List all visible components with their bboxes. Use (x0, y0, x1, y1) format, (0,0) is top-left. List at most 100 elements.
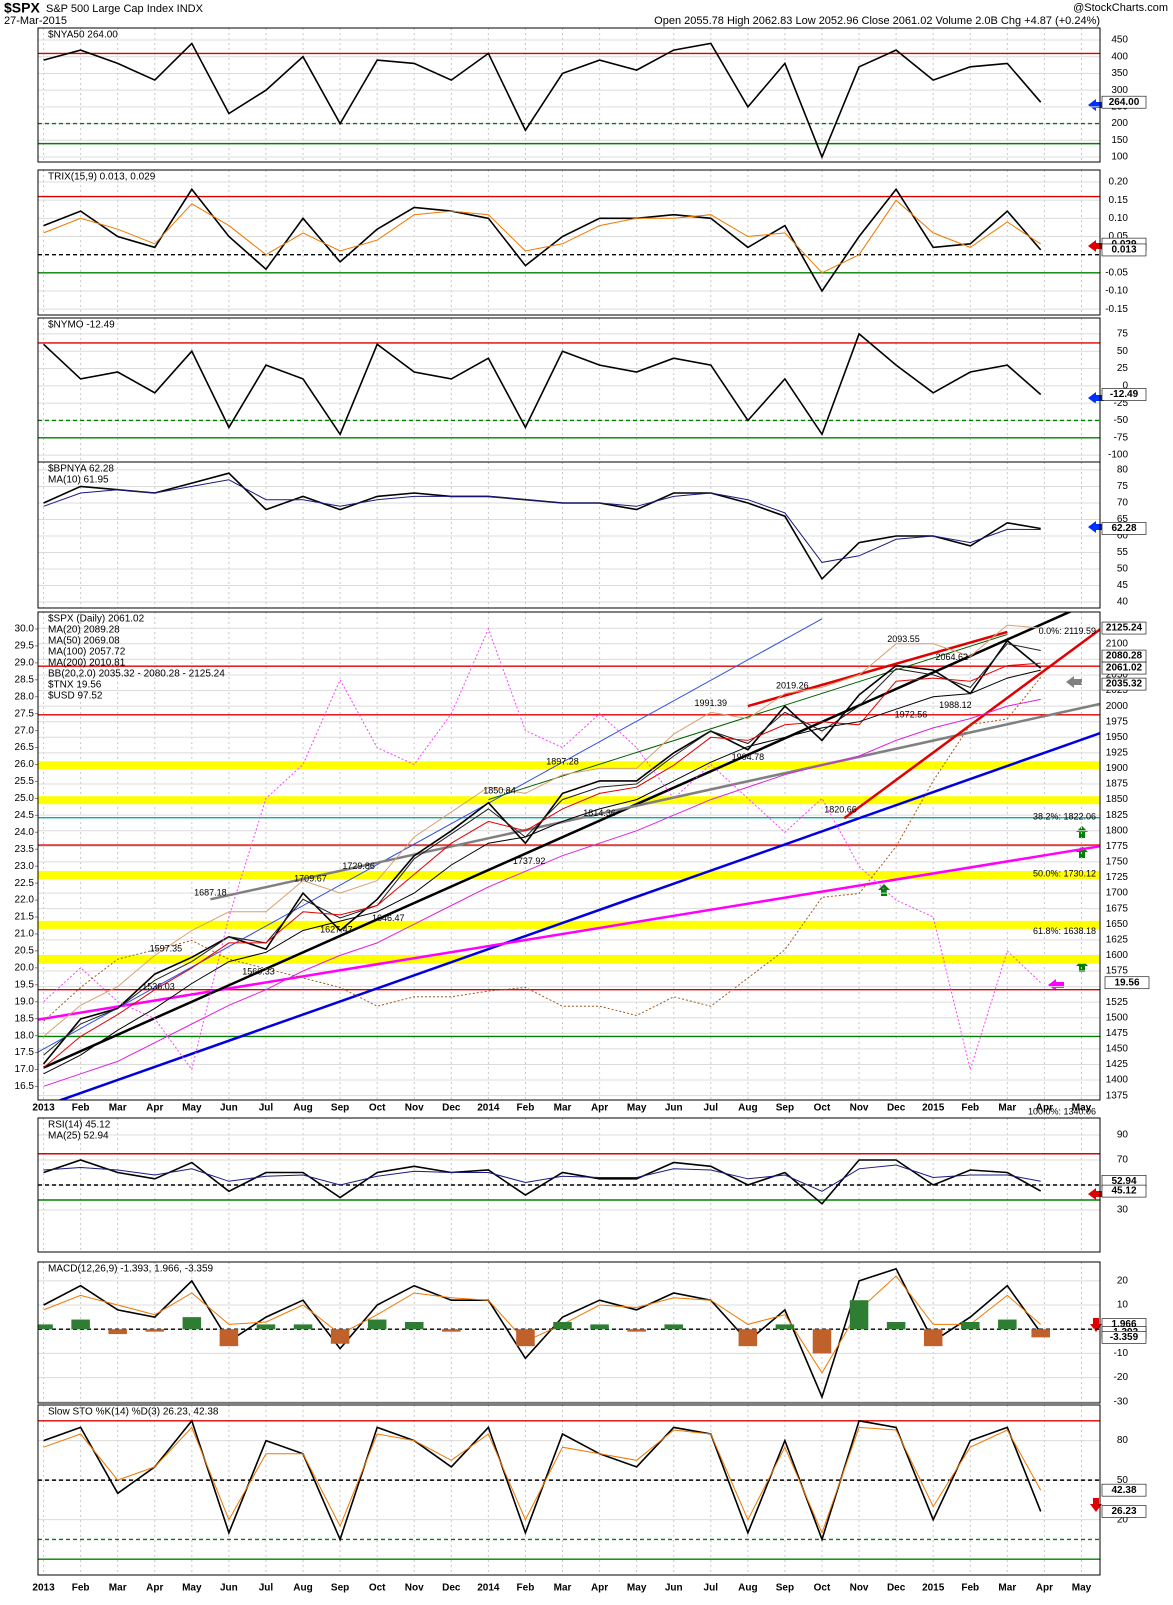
arrow (1048, 979, 1064, 991)
y-tick-label: 200 (1111, 118, 1128, 129)
y2-tick-label: 20.5 (15, 946, 35, 957)
x-tick-label: Feb (961, 1103, 979, 1114)
price-annotation: 2093.55 (887, 634, 920, 644)
legend-entry: MA(50) 2069.08 (48, 636, 120, 647)
histogram-bar (590, 1324, 609, 1330)
histogram-bar (71, 1319, 90, 1330)
series-line (43, 479, 1041, 563)
legend-entry: MA(20) 2089.28 (48, 625, 120, 636)
symbol: $SPX (4, 0, 40, 16)
panel-legend: $NYA50 264.00 (48, 30, 118, 41)
x-tick-label: Jul (259, 1103, 274, 1114)
x-tick-label: Jul (704, 1103, 719, 1114)
y2-tick-label: 16.5 (15, 1081, 35, 1092)
x-tick-label: Jul (259, 1583, 274, 1594)
y-tick-label: 2050 (1106, 670, 1129, 681)
y-tick-label: -50 (1114, 415, 1129, 426)
y-tick-label: 2100 (1106, 638, 1129, 649)
y-tick-label: 20 (1117, 1276, 1129, 1287)
x-tick-label: Dec (442, 1103, 461, 1114)
y-tick-label: -25 (1114, 398, 1129, 409)
x-tick-label: Aug (738, 1583, 757, 1594)
y2-tick-label: 24.0 (15, 827, 35, 838)
histogram-bar (960, 1321, 980, 1330)
x-tick-label: Sep (776, 1103, 794, 1114)
level-band (38, 761, 1100, 770)
price-annotation: 1560.33 (242, 967, 275, 977)
y-tick-label: 2000 (1106, 701, 1129, 712)
x-tick-label: Sep (331, 1583, 349, 1594)
value-box (1101, 1483, 1147, 1497)
histogram-bar (182, 1317, 202, 1330)
y-tick-label: 1925 (1106, 747, 1129, 758)
y-tick-label: 2025 (1106, 685, 1129, 696)
source: @StockCharts.com (1073, 2, 1168, 14)
y2-tick-label: 20.0 (15, 962, 35, 973)
trend-line (210, 702, 1100, 901)
value-box (1101, 1184, 1147, 1198)
value-box (1101, 1505, 1147, 1518)
y-tick-label: 50 (1117, 346, 1129, 357)
histogram-bar (219, 1329, 239, 1347)
x-tick-label: Dec (887, 1103, 906, 1114)
series-line (43, 1275, 1042, 1374)
legend-entry: BB(20,2.0) 2035.32 - 2080.28 - 2125.24 (48, 669, 225, 680)
x-tick-label: 2014 (477, 1583, 500, 1594)
histogram-bar (108, 1329, 127, 1335)
y-tick-label: 55 (1117, 547, 1129, 558)
x-tick-label: Apr (146, 1103, 163, 1114)
value-box-label: 2035.32 (1106, 679, 1143, 690)
x-tick-label: Jun (665, 1103, 683, 1114)
x-tick-label: Mar (554, 1583, 572, 1594)
price-annotation: 1904.78 (732, 752, 765, 762)
y2-tick-label: 22.0 (15, 895, 35, 906)
y-tick-label: 50 (1117, 1475, 1129, 1486)
histogram-bar (664, 1324, 683, 1330)
series-line (43, 624, 1041, 1037)
y-tick-label: 1950 (1106, 732, 1129, 743)
series-line (43, 643, 1041, 1056)
y-tick-label: 1875 (1106, 779, 1129, 790)
y2-tick-label: 22.5 (15, 878, 35, 889)
x-tick-label: Mar (554, 1103, 572, 1114)
index-name: S&P 500 Large Cap Index INDX (46, 3, 204, 15)
price-annotation: 1897.28 (546, 757, 579, 767)
fib-label: 61.8%: 1638.18 (1033, 926, 1096, 936)
y-tick-label: 300 (1111, 85, 1128, 96)
value-box-label: 2080.28 (1106, 651, 1143, 662)
y-tick-label: 1775 (1106, 841, 1129, 852)
y2-tick-label: 19.0 (15, 996, 35, 1007)
value-box-label: 19.56 (1114, 977, 1139, 988)
x-tick-label: Apr (591, 1583, 608, 1594)
y2-tick-label: 23.0 (15, 861, 35, 872)
histogram-bar (38, 1324, 53, 1330)
value-box (1101, 677, 1147, 691)
price-annotation: 1646.47 (372, 913, 405, 923)
y2-tick-label: 28.5 (15, 674, 35, 685)
arrow (1066, 676, 1082, 688)
y-tick-label: -100 (1108, 450, 1128, 461)
value-box-label: 264.00 (1109, 97, 1140, 108)
level-band (38, 871, 1100, 880)
legend-entry: MA(10) 61.95 (48, 475, 109, 486)
y2-tick-label: 17.5 (15, 1047, 35, 1058)
y-tick-label: 25 (1117, 363, 1129, 374)
y-tick-label: 80 (1117, 1435, 1129, 1446)
panel (38, 170, 1100, 315)
x-tick-label: May (1072, 1583, 1092, 1594)
level-band (38, 796, 1100, 805)
y-tick-label: 45 (1117, 580, 1129, 591)
y-tick-label: 0.05 (1109, 231, 1129, 242)
histogram-bar (627, 1329, 646, 1332)
price-annotation: 1627.47 (320, 925, 353, 935)
panel-legend: TRIX(15,9) 0.013, 0.029 (48, 172, 156, 183)
x-tick-label: Aug (738, 1103, 757, 1114)
x-tick-label: Apr (146, 1583, 163, 1594)
value-box-label: 45.12 (1111, 1186, 1136, 1197)
arrow (1090, 1498, 1102, 1512)
x-tick-label: Nov (405, 1583, 424, 1594)
series-line (43, 1159, 1042, 1205)
panel (38, 28, 1100, 162)
series-line (43, 627, 1042, 1072)
panel-legend: $NYMO -12.49 (48, 320, 115, 331)
